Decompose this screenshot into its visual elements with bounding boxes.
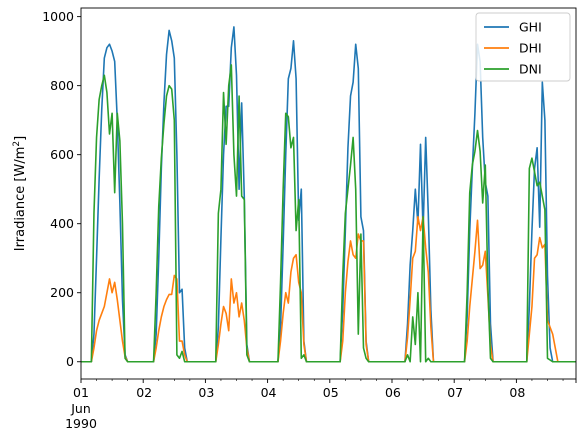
x-tick-label: 05 (323, 385, 339, 400)
legend-label-dhi: DHI (519, 41, 542, 56)
y-axis-label: Irradiance [W/m2] (12, 136, 28, 251)
x-tick-sublabel: 1990 (65, 416, 97, 431)
legend-label-dni: DNI (519, 62, 542, 77)
y-axis-label-superscript: 2 (12, 141, 22, 147)
y-axis-label-text: Irradiance [W/m (13, 147, 28, 252)
series-line-dhi (81, 216, 576, 363)
y-tick-label: 1000 (42, 9, 74, 24)
x-tick-sublabel: Jun (70, 401, 91, 416)
plot-frame (80, 7, 577, 380)
x-tick-label: 06 (385, 385, 401, 400)
x-tick-label: 08 (509, 385, 525, 400)
y-tick-label: 800 (50, 78, 74, 93)
legend-label-ghi: GHI (519, 20, 542, 35)
y-tick-label: 600 (50, 147, 74, 162)
y-tick-label: 400 (50, 216, 74, 231)
x-tick-label: 07 (447, 385, 463, 400)
y-tick-label: 0 (66, 354, 74, 369)
x-tick-label: 02 (136, 385, 152, 400)
legend-box (475, 12, 571, 82)
legend: GHI DHI DNI (475, 12, 571, 82)
x-tick-label: 04 (261, 385, 277, 400)
x-tick-label: 03 (198, 385, 214, 400)
y-axis-ticks: 0 200 400 600 800 1000 (42, 9, 81, 369)
y-tick-label: 200 (50, 285, 74, 300)
x-tick-label: 01 (73, 385, 89, 400)
series-line-dni (81, 64, 576, 363)
y-axis-label-close: ] (13, 136, 28, 141)
